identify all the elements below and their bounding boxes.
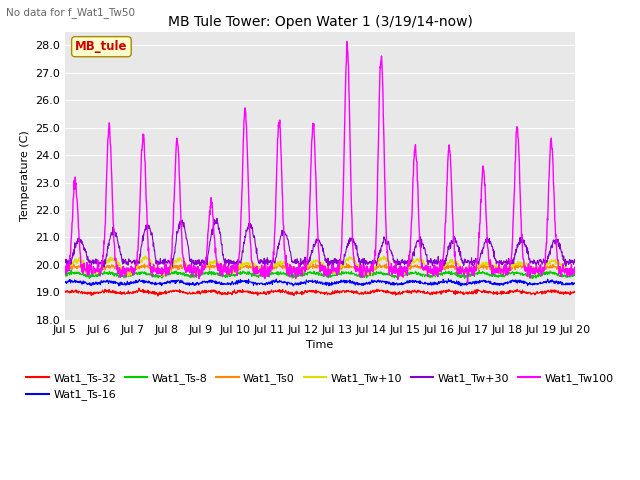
Title: MB Tule Tower: Open Water 1 (3/19/14-now): MB Tule Tower: Open Water 1 (3/19/14-now… [168,15,472,29]
Legend: Wat1_Ts-32, Wat1_Ts-16, Wat1_Ts-8, Wat1_Ts0, Wat1_Tw+10, Wat1_Tw+30, Wat1_Tw100: Wat1_Ts-32, Wat1_Ts-16, Wat1_Ts-8, Wat1_… [22,369,618,405]
X-axis label: Time: Time [307,340,333,350]
Text: MB_tule: MB_tule [75,40,128,53]
Text: No data for f_Wat1_Tw50: No data for f_Wat1_Tw50 [6,7,136,18]
Y-axis label: Temperature (C): Temperature (C) [20,130,29,221]
